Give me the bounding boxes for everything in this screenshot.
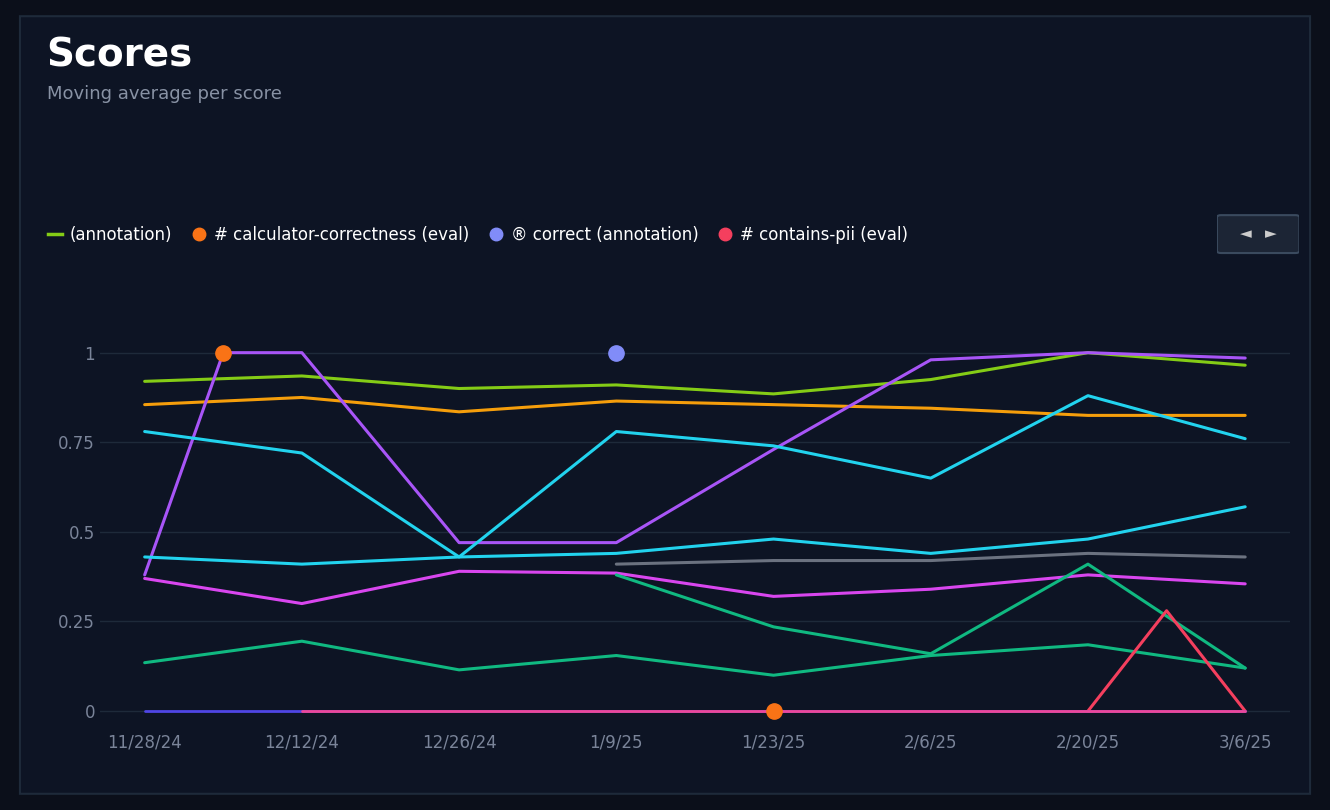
Text: Scores: Scores bbox=[47, 36, 193, 75]
Legend: (annotation), # calculator-correctness (eval), ® correct (annotation), # contain: (annotation), # calculator-correctness (… bbox=[48, 226, 908, 244]
FancyBboxPatch shape bbox=[20, 16, 1310, 794]
Text: ►: ► bbox=[1265, 227, 1277, 241]
Text: Moving average per score: Moving average per score bbox=[47, 85, 282, 103]
Text: ◄: ◄ bbox=[1240, 227, 1252, 241]
FancyBboxPatch shape bbox=[1217, 215, 1299, 253]
